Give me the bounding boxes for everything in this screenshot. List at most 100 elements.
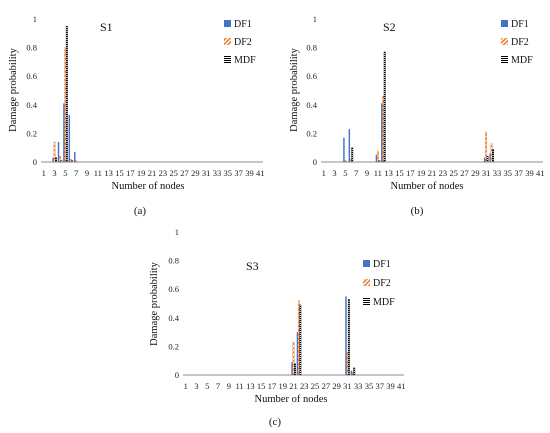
bar-mdf-node-22 — [299, 304, 302, 376]
bar-mdf-node-31 — [347, 299, 350, 376]
panel-a-ytick-label: 0 — [33, 157, 37, 167]
bar-df2-node-31 — [346, 351, 349, 376]
bar-df1-node-21 — [291, 362, 293, 375]
bar-df2-node-11 — [376, 150, 379, 163]
panel-b-ytick-label: 0.4 — [306, 100, 317, 110]
bar-df2-node-3 — [53, 141, 56, 163]
bar-df1-node-31 — [483, 157, 486, 162]
panel-c-xtick-label: 13 — [246, 381, 255, 391]
panel-a-xtick-label: 41 — [256, 168, 265, 178]
panel-a-ytick-label: 0.6 — [26, 71, 37, 81]
panel-a-xtick-label: 31 — [202, 168, 211, 178]
panel-a-xtick-label: 27 — [180, 168, 189, 178]
bar-df2-node-5 — [64, 47, 67, 163]
panel-c-xtick-label: 17 — [268, 381, 277, 391]
panel-c-xtick-label: 19 — [278, 381, 287, 391]
bar-df1-node-32 — [350, 370, 353, 375]
panel-c-ylabel: Damage probability — [149, 261, 160, 345]
bar-df2-node-12 — [382, 96, 385, 163]
panel-c-legend: DF1 DF2 MDF — [363, 259, 395, 308]
panel-c-xtick-label: 39 — [386, 381, 395, 391]
panel-c-xtick-label: 33 — [354, 381, 363, 391]
panel-b-xtick-label: 31 — [482, 168, 491, 178]
panel-c-xtick-label: 1 — [184, 381, 188, 391]
panel-b-xtick-label: 39 — [525, 168, 534, 178]
panel-c-xtick-label: 31 — [343, 381, 352, 391]
legend-a-df2-swatch — [224, 38, 231, 45]
panel-b-xtick-label: 41 — [536, 168, 545, 178]
legend-b-df1-label: DF1 — [511, 19, 529, 30]
bar-df2-node-32 — [490, 143, 493, 163]
bar-df1-node-22 — [296, 332, 299, 375]
bar-df2-node-21 — [292, 341, 295, 376]
panel-c-xtick-label: 35 — [365, 381, 374, 391]
bar-df1-node-6 — [68, 114, 71, 162]
legend-a-df1-label: DF1 — [234, 19, 252, 30]
panel-a-ytick-label: 0.8 — [26, 43, 37, 53]
legend-c-mdf-label: MDF — [373, 297, 395, 308]
panel-b-xtick-label: 5 — [343, 168, 347, 178]
bar-df2-node-6 — [349, 158, 352, 163]
panel-c-xtick-label: 7 — [216, 381, 220, 391]
panel-a-xtick-label: 35 — [224, 168, 233, 178]
panel-c-title: S3 — [246, 259, 259, 273]
panel-c-xtick-label: 37 — [375, 381, 384, 391]
panel-a-caption: (a) — [134, 205, 147, 217]
panel-a: 00.20.40.60.811 3 5 7 9 11 13 15 17 19 21 23 25 27 29 3… — [8, 14, 265, 217]
bar-df2-node-6 — [69, 158, 72, 163]
panel-c-xtick-label: 23 — [300, 381, 309, 391]
panel-a-ytick-label: 1 — [33, 14, 37, 24]
panel-a-ytick-label: 0.4 — [26, 100, 37, 110]
panel-a-xtick-label: 25 — [169, 168, 178, 178]
panel-c-xtick-label: 5 — [205, 381, 209, 391]
panel-b-xtick-label: 21 — [428, 168, 437, 178]
panel-b-xtick-label: 23 — [439, 168, 448, 178]
legend-a-mdf-swatch — [224, 56, 231, 63]
bar-df1-node-6 — [348, 129, 351, 162]
panel-b-xtick-label: 7 — [354, 168, 358, 178]
panel-b-xtick-label: 35 — [504, 168, 513, 178]
panel-a-xtick-label: 29 — [191, 168, 200, 178]
panel-c-ytick-label: 0 — [175, 370, 179, 380]
bar-mdf-node-32 — [353, 367, 356, 376]
panel-c: 00.20.40.60.811 3 5 7 9 11 13 15 17 19 21 23 25 27 29 3… — [149, 227, 406, 428]
panel-a-xtick-label: 23 — [159, 168, 168, 178]
panel-a-xtick-label: 39 — [245, 168, 254, 178]
panel-b-xtick-label: 37 — [514, 168, 523, 178]
panel-b-xtick-label: 13 — [384, 168, 393, 178]
panel-c-ytick-label: 0.4 — [168, 313, 179, 323]
bar-df1-node-12 — [381, 103, 383, 162]
panel-a-xtick-label: 13 — [104, 168, 113, 178]
legend-b-df1-swatch — [501, 20, 508, 27]
panel-b-caption: (b) — [411, 205, 424, 217]
panel-a-xtick-label: 33 — [213, 168, 222, 178]
bar-df2-node-22 — [297, 300, 300, 376]
panel-b-ytick-label: 0.2 — [306, 128, 317, 138]
legend-c-df1-label: DF1 — [373, 259, 391, 270]
panel-a-xtick-label: 37 — [234, 168, 243, 178]
panel-a-xtick-label: 9 — [85, 168, 89, 178]
panel-a-xtick-label: 17 — [126, 168, 135, 178]
panel-b-title: S2 — [383, 20, 396, 34]
panel-b-xtick-label: 1 — [322, 168, 326, 178]
panel-c-ytick-label: 1 — [175, 227, 179, 237]
panel-c-xtick-label: 3 — [194, 381, 198, 391]
panel-b-xtick-label: 29 — [471, 168, 480, 178]
bar-df1-node-31 — [345, 296, 347, 375]
panel-b-xtick-label: 27 — [460, 168, 469, 178]
panel-a-xtick-label: 7 — [74, 168, 78, 178]
bar-mdf-node-12 — [383, 51, 386, 163]
panel-a-ytick-label: 0.2 — [26, 128, 37, 138]
panel-b-xtick-label: 11 — [374, 168, 382, 178]
panel-b-xtick-label: 17 — [406, 168, 415, 178]
panel-c-xtick-label: 9 — [227, 381, 231, 391]
legend-a-mdf-label: MDF — [234, 55, 256, 66]
bar-df1-node-32 — [489, 153, 491, 162]
bar-mdf-node-21 — [294, 363, 296, 376]
panel-a-xtick-label: 11 — [94, 168, 102, 178]
bar-mdf-node-3 — [55, 157, 57, 163]
legend-c-df2-swatch — [363, 279, 370, 286]
panel-c-ytick-label: 0.2 — [168, 341, 179, 351]
legend-b-df2-swatch — [501, 38, 508, 45]
